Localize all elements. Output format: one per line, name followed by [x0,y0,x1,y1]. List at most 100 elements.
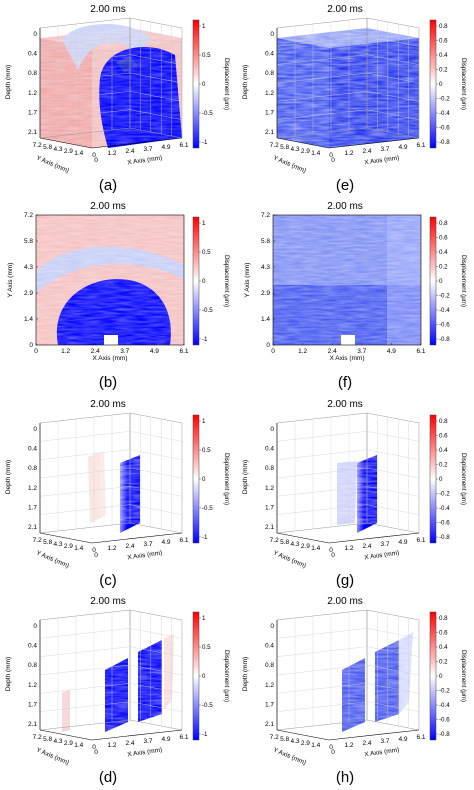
y-axis-label: Y Axis (mm) [272,550,307,570]
z-tick: 1.7 [28,701,37,708]
z-tick: 1.7 [28,504,37,511]
x-tick: 4.9 [161,144,170,151]
colorbar-tick: -1 [202,336,208,343]
panel-d: 2.00 ms 0 0.4 0.8 1.2 1.7 2.1 Depth (mm) 1.4 2.9 4… [0,592,237,789]
x-tick: 3.7 [143,738,152,745]
panel-title: 2.00 ms [327,596,363,607]
colorbar: 1 0.5 0 -0.5 -1 Displacement (μm) [192,19,230,149]
colorbar-gradient [429,216,437,346]
origin-tick: 0 [94,749,98,756]
x-tick: 2.4 [362,543,371,550]
colorbar-tick: -0.8 [439,336,450,343]
y-tick: 4.3 [290,738,299,745]
colorbar: 0.8 0.6 0.4 0.2 0 -0.2 -0.4 -0.6 -0.8 Displacemen… [429,19,467,149]
colorbar-tick: -1 [202,731,208,738]
x-tick: 0 [92,152,96,159]
x-tick: 1.2 [344,545,353,552]
z-tick: 0.4 [28,643,37,650]
panel-title: 2.00 ms [90,201,126,212]
panel-label: (d) [99,769,117,786]
x-tick: 6.1 [416,537,425,544]
y-tick: 5.8 [280,736,289,743]
z-tick: 0 [33,623,37,630]
x-tick: 6.1 [416,734,425,741]
colorbar-tick: -0.4 [439,110,450,117]
x-tick: 4.9 [398,736,407,743]
panel-label: (g) [336,572,354,589]
volume-data [62,632,176,732]
y-axis-label: Y Axis (mm) [272,155,307,175]
x-tick: 4.9 [387,348,396,355]
z-tick: 0.4 [28,446,37,453]
z-tick: 0.4 [265,446,274,453]
x-tick: 4.9 [161,539,170,546]
colorbar-tick: 1 [202,23,206,30]
colorbar-tick: 0.5 [202,52,211,59]
colorbar: 1 0.5 0 -0.5 -1 Displacement (μm) [192,216,230,346]
colorbar-tick: 1 [202,220,206,227]
y-tick: 5.8 [280,144,289,151]
x-tick: 0 [34,348,38,355]
colorbar-label: Displacement (μm) [460,453,467,505]
x-tick: 6.1 [179,734,188,741]
z-tick: 0 [270,31,274,38]
origin-tick: 0 [331,157,335,164]
x-tick: 3.7 [380,146,389,153]
y-tick: 1.4 [261,316,270,323]
colorbar-tick: -0.6 [439,717,450,724]
y-tick: 5.8 [43,736,52,743]
colorbar-gradient [192,611,200,741]
volume-data [40,23,182,148]
colorbar-tick: -0.5 [202,110,213,117]
x-tick: 1.2 [107,742,116,749]
volume-data [337,451,377,533]
z-tick: 0.4 [265,51,274,58]
y-axis-label: Y Axis (mm) [244,263,251,298]
y-tick: 7.2 [33,537,42,544]
x-axis-label: X Axis (mm) [329,355,364,362]
x-tick: 0 [329,152,333,159]
z-tick: 0 [270,426,274,433]
colorbar-tick: 0.8 [439,418,448,425]
z-tick: 1.2 [265,90,274,97]
y-tick: 0 [266,342,270,349]
z-tick: 1.2 [265,682,274,689]
z-tick: 0.4 [265,643,274,650]
axes-2d: 0 1.2 2.4 3.7 4.9 6.1 0 1.4 2.9 4.3 5.8 7.2 X Axis (… [7,212,189,362]
z-tick: 1.7 [265,504,274,511]
y-tick: 4.3 [53,146,62,153]
z-tick: 1.2 [28,485,37,492]
x-tick: 0 [92,744,96,751]
z-tick: 2.1 [28,129,37,136]
panel-label: (c) [99,572,117,589]
axes-3d: 0 0.4 0.8 1.2 1.7 2.1 Depth (mm) 1.42.94.35.87.… [242,609,426,767]
y-tick: 1.4 [74,150,83,157]
x-tick: 1.2 [107,545,116,552]
x-tick: 6.1 [416,142,425,149]
z-tick: 1.2 [28,90,37,97]
panel-label: (h) [336,769,354,786]
colorbar-tick: 0.6 [439,38,448,45]
y-tick: 4.3 [261,264,270,271]
panel-b: 2.00 ms 0 1.2 2.4 3.7 4.9 6.1 0 1.4 2.9 4.3 5.8 7.2 X… [0,197,237,394]
x-tick: 0 [271,348,275,355]
y-axis-label: Y Axis (mm) [35,550,70,570]
colorbar-tick: -1 [202,534,208,541]
colorbar-tick: 0.8 [439,615,448,622]
y-tick: 7.2 [270,142,279,149]
colorbar-gradient [192,414,200,544]
x-tick: 1.2 [298,348,307,355]
y-tick: 2.9 [64,148,73,155]
y-tick: 2.9 [301,740,310,747]
colorbar-tick: 0 [439,476,443,483]
y-tick: 1.4 [311,545,320,552]
z-tick: 0.4 [28,51,37,58]
colorbar-tick: -0.2 [439,96,450,103]
x-tick: 3.7 [380,541,389,548]
y-tick: 1.4 [74,742,83,749]
y-tick: 5.8 [280,539,289,546]
axes-3d: 0 0.4 0.8 1.2 1.7 2.1 Depth (mm) 1.42.94.35.87.… [242,412,426,570]
